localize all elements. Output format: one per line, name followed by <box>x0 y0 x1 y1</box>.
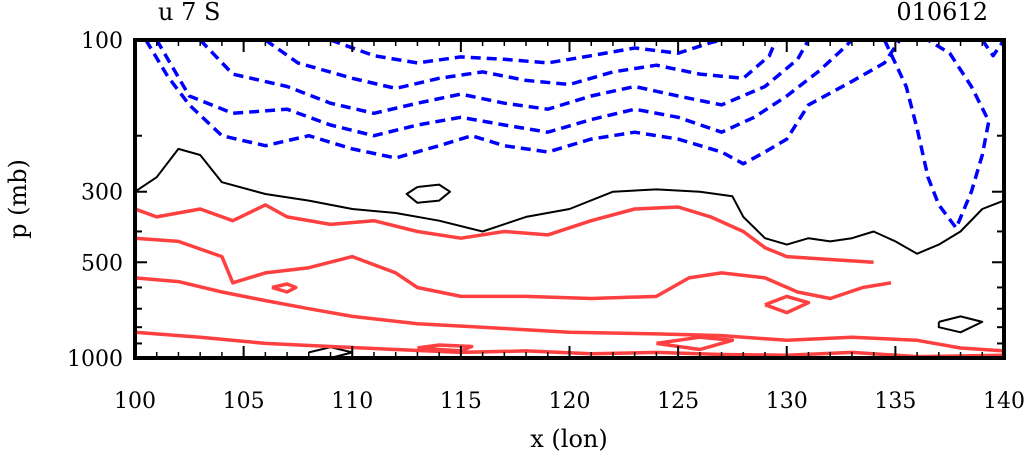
zero-contour-10 <box>308 346 354 359</box>
negative-contour-0 <box>144 39 902 166</box>
positive-contour-18 <box>764 294 811 315</box>
positive-contour-13 <box>134 276 1005 353</box>
x-tick-label-7: 135 <box>874 389 916 414</box>
zero-contour-8 <box>405 183 451 204</box>
negative-contour-3 <box>264 38 778 91</box>
y-tick-labels: 100 300 500 1000 <box>67 29 123 372</box>
x-tick-labels: 100 105 110 115 120 125 130 135 140 <box>114 389 1025 414</box>
x-tick-label-5: 125 <box>657 389 699 414</box>
positive-contour-17 <box>656 335 735 352</box>
x-axis-label: x (lon) <box>530 425 607 453</box>
plot-frame <box>133 38 1006 360</box>
chart-title-left: u 7 S <box>158 0 220 26</box>
negative-contour-1 <box>155 38 854 138</box>
positive-contour-12 <box>134 236 892 301</box>
zero-contour-9 <box>937 315 984 334</box>
x-tick-label-4: 120 <box>549 389 591 414</box>
contour-lines <box>134 38 1006 359</box>
positive-contour-14 <box>134 330 1005 359</box>
x-tick-label-0: 100 <box>114 389 156 414</box>
chart-title-right: 010612 <box>896 0 988 26</box>
negative-contour-6 <box>980 39 1006 58</box>
negative-contour-5 <box>882 38 991 230</box>
x-tick-label-2: 110 <box>331 389 373 414</box>
positive-contour-11 <box>134 203 874 265</box>
axis-ticks <box>134 39 1005 359</box>
y-tick-label-1: 300 <box>81 181 123 206</box>
y-tick-label-3: 1000 <box>67 347 123 372</box>
x-tick-label-1: 105 <box>223 389 265 414</box>
y-tick-label-2: 500 <box>81 251 123 276</box>
positive-contour-16 <box>417 343 474 353</box>
y-axis-label: p (mb) <box>4 159 32 239</box>
positive-contour-15 <box>271 282 298 294</box>
zero-contour-7 <box>134 147 1005 255</box>
x-tick-label-6: 130 <box>766 389 808 414</box>
x-tick-label-8: 140 <box>983 389 1025 414</box>
x-tick-label-3: 115 <box>440 389 482 414</box>
y-tick-label-0: 100 <box>81 29 123 54</box>
